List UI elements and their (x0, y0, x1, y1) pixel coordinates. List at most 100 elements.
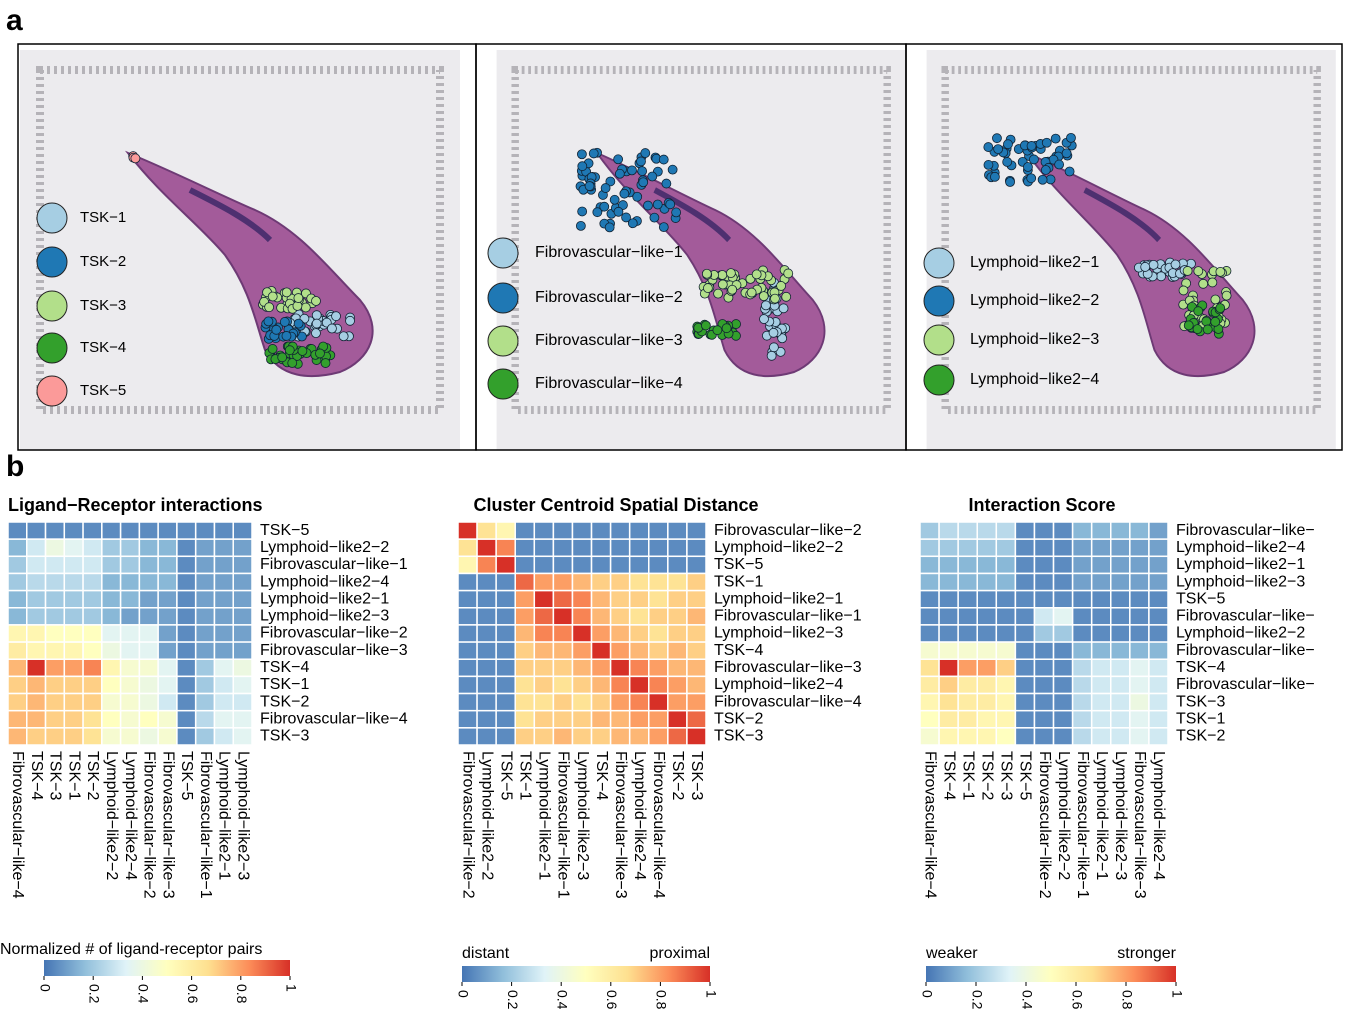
spot (311, 318, 322, 329)
heatmap-cell (457, 727, 478, 746)
heatmap-cell (101, 727, 122, 746)
heatmap-cell (176, 589, 197, 609)
row-label: TSK−3 (714, 728, 763, 745)
heatmap-cell (552, 641, 574, 660)
spot (130, 153, 141, 164)
heatmap-cell (157, 709, 178, 729)
heatmap-cell (119, 521, 141, 540)
legend-label: Lymphoid−like2−2 (970, 292, 1099, 309)
heatmap-cell (1148, 709, 1169, 729)
heatmap-cell (628, 727, 650, 746)
heatmap-cell (7, 589, 28, 609)
heatmap-cell (1090, 589, 1112, 609)
heatmap-cell (176, 641, 197, 660)
heatmap-cell (957, 555, 978, 575)
heatmap-cell (1071, 692, 1093, 712)
heatmap-cell (514, 641, 536, 660)
row-label: Fibrovascular−like−4 (714, 693, 862, 710)
column-label: TSK−4 (28, 751, 45, 800)
heatmap-cell (82, 727, 103, 746)
spot (279, 317, 290, 327)
heatmap-cell (44, 624, 66, 643)
heatmap-cell (919, 589, 940, 609)
spot (1182, 266, 1193, 276)
heatmap-cell (628, 572, 650, 592)
heatmap-cell (552, 521, 574, 540)
heatmap-cell (609, 572, 631, 592)
heatmap-cell (1033, 589, 1055, 609)
heatmap-cell (7, 692, 28, 712)
heatmap-cell (957, 589, 978, 609)
spot (768, 327, 779, 338)
heatmap-cell (1071, 572, 1093, 592)
row-label: Lymphoid−like2−3 (1176, 573, 1305, 590)
heatmap-cell (44, 589, 66, 609)
heatmap-cell (1071, 658, 1093, 678)
heatmap-cell (176, 555, 197, 575)
heatmap-cell (995, 658, 1017, 678)
row-label: Fibrovascular−like− (1176, 522, 1315, 539)
spot (599, 201, 610, 212)
heatmap-cell (457, 555, 478, 575)
heatmap-cell (1129, 521, 1150, 540)
column-label: Lymphoid−like2−2 (478, 751, 495, 880)
heatmap-cell (552, 658, 574, 678)
colorbar (462, 966, 710, 982)
row-label: Fibrovascular−like−1 (260, 556, 408, 573)
heatmap-cell (157, 521, 178, 540)
spot (271, 324, 282, 335)
column-label: Fibrovascular−like−2 (459, 751, 476, 899)
heatmap-cell (1148, 572, 1169, 592)
spot (577, 161, 588, 172)
heatmap-cell (571, 538, 593, 558)
heatmap-cell (590, 675, 612, 695)
row-label: Lymphoid−like2−2 (260, 539, 389, 556)
colorbar-title: Normalized # of ligand-receptor pairs (0, 941, 262, 958)
heatmap-cell (213, 658, 234, 678)
heatmap-cell (194, 675, 216, 695)
heatmap-cell (138, 709, 159, 729)
heatmap-cell (1090, 555, 1112, 575)
spot (1003, 139, 1013, 150)
heatmap-cell (232, 675, 253, 695)
colorbar-tick-label: 0 (37, 984, 53, 992)
heatmap-cell (628, 607, 650, 626)
colorbar-tick-label: 1 (1169, 990, 1185, 998)
colorbar-tick-label: 0 (455, 990, 471, 998)
heatmap-cell (1110, 521, 1131, 540)
heatmap-cell (194, 607, 216, 626)
spot (712, 325, 723, 336)
column-label: TSK−2 (84, 751, 101, 800)
heatmap-cell (609, 692, 631, 712)
heatmap-cell (138, 675, 159, 695)
heatmap-cell (976, 521, 998, 540)
heatmap-cell (26, 538, 47, 558)
heatmap-cell (957, 607, 978, 626)
heatmap-cell (213, 555, 234, 575)
heatmap-cell (686, 709, 707, 729)
spot (726, 268, 736, 279)
column-label: TSK−2 (669, 751, 686, 800)
heatmap-cell (138, 692, 159, 712)
heatmap-cell (213, 572, 234, 592)
heatmap-cell (590, 521, 612, 540)
heatmap-cell (1110, 692, 1131, 712)
spot (727, 284, 738, 295)
heatmap-cell (44, 641, 66, 660)
heatmap-cell (495, 572, 516, 592)
heatmap-cell (1071, 624, 1093, 643)
colorbar-tick-label: 0.4 (554, 990, 570, 1010)
heatmap-cell (957, 624, 978, 643)
heatmap-cell (7, 521, 28, 540)
heatmap-cell (1033, 709, 1055, 729)
heatmap-cell (533, 555, 555, 575)
heatmap-cell (26, 709, 47, 729)
heatmap-cell (514, 709, 536, 729)
heatmap-cell (7, 709, 28, 729)
heatmap-cell (533, 658, 555, 678)
heatmap-cell (232, 641, 253, 660)
heatmap-cell (995, 709, 1017, 729)
heatmap-cell (1014, 538, 1036, 558)
spot (287, 358, 298, 368)
legend-swatch (923, 364, 955, 396)
